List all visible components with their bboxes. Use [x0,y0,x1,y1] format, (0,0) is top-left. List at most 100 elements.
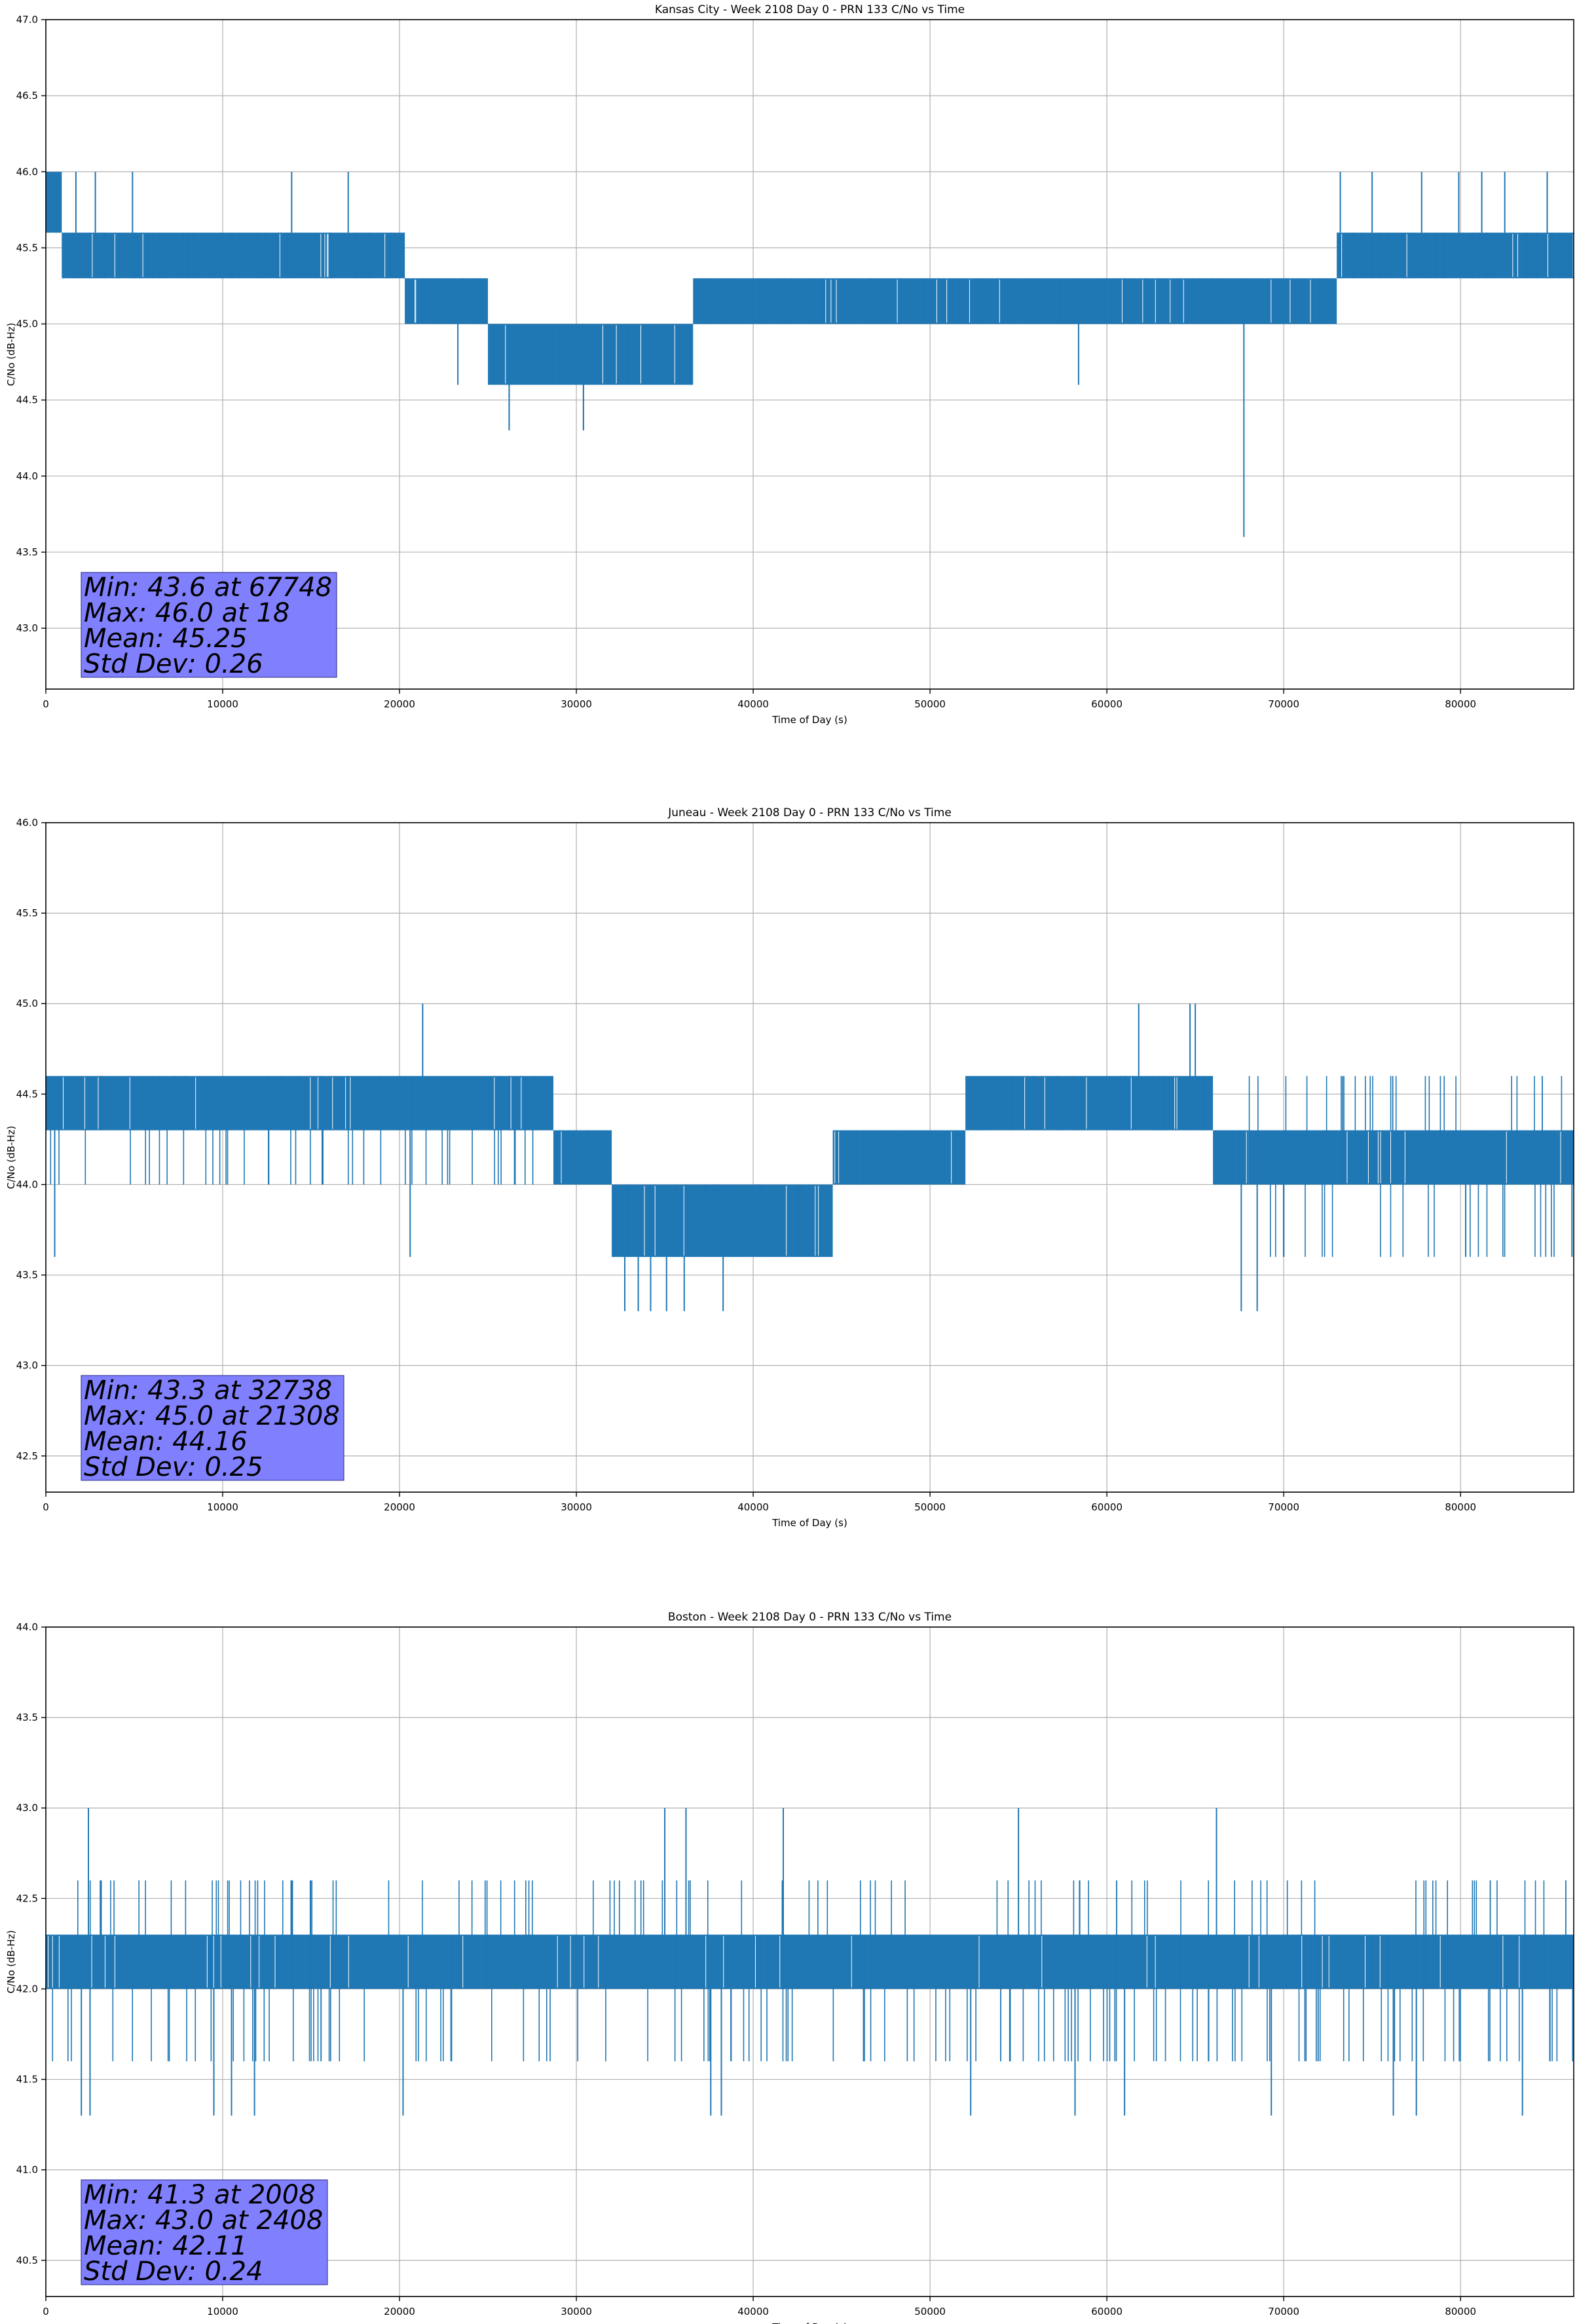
stats-line: Min: 43.6 at 67748 [84,572,332,603]
y-tick-label: 42.5 [16,1892,38,1904]
y-tick-label: 44.5 [16,394,38,406]
x-tick-label: 70000 [1268,2306,1299,2317]
x-tick-label: 30000 [561,698,592,710]
x-tick-label: 0 [43,1501,49,1513]
x-tick-label: 80000 [1445,2306,1476,2317]
stats-line: Mean: 44.16 [84,1427,248,1457]
stats-box [81,572,337,678]
x-tick-label: 0 [43,2306,49,2317]
y-axis-label: C/No (dB-Hz) [5,1126,17,1190]
x-tick-label: 50000 [914,2306,946,2317]
chart-title: Juneau - Week 2108 Day 0 - PRN 133 C/No … [667,806,952,819]
series-band [488,324,694,385]
x-tick-label: 40000 [737,2306,769,2317]
x-tick-label: 70000 [1268,698,1299,710]
series-band [612,1184,833,1257]
x-axis-label: Time of Day (s) [771,1517,847,1529]
y-axis-label: C/No (dB-Hz) [5,1930,17,1994]
x-tick-label: 30000 [561,2306,592,2317]
series-band [405,278,489,324]
x-tick-label: 60000 [1091,698,1122,710]
x-tick-label: 10000 [207,1501,238,1513]
y-tick-label: 40.5 [16,2255,38,2266]
series-band [1248,1130,1574,1185]
y-tick-label: 43.0 [16,1802,38,1814]
x-tick-label: 20000 [384,1501,415,1513]
series-band [832,1130,966,1185]
axes-frame [45,19,1574,690]
x-tick-label: 50000 [914,698,946,710]
stats-line: Std Dev: 0.25 [84,1452,263,1482]
y-tick-label: 43.0 [16,622,38,634]
chart-title: Kansas City - Week 2108 Day 0 - PRN 133 … [655,3,965,16]
x-tick-label: 0 [43,698,49,710]
y-tick-label: 47.0 [16,14,38,26]
x-tick-label: 60000 [1091,1501,1122,1513]
y-tick-label: 45.5 [16,907,38,919]
chart-panel-0: 0 10000 20000 30000 40000 50000 60000 70000 8000… [5,3,1574,726]
x-tick-label: 60000 [1091,2306,1122,2317]
stats-line: Max: 43.0 at 2408 [84,2205,323,2236]
y-tick-label: 42.0 [16,1983,38,1995]
series-line [46,1808,1574,2116]
stats-line: Max: 46.0 at 18 [84,598,289,628]
stats-line: Mean: 45.25 [84,624,248,654]
x-axis-label: Time of Day (s) [771,714,847,726]
stats-line: Min: 41.3 at 2008 [84,2180,316,2210]
y-tick-label: 44.0 [16,470,38,482]
y-tick-label: 43.5 [16,546,38,558]
x-tick-label: 20000 [384,698,415,710]
y-tick-label: 44.5 [16,1088,38,1100]
stats-line: Min: 43.3 at 32738 [84,1376,332,1406]
axes-frame [45,822,1574,1493]
x-tick-label: 50000 [914,1501,946,1513]
series-band [1213,1130,1249,1185]
chart-panel-2: 0 10000 20000 30000 40000 50000 60000 70000 8000… [5,1611,1574,2324]
x-tick-label: 10000 [207,2306,238,2317]
series-line [46,172,1574,537]
stats-line: Max: 45.0 at 21308 [84,1401,340,1431]
y-tick-label: 44.0 [16,1178,38,1190]
y-tick-label: 45.0 [16,998,38,1009]
x-tick-label: 40000 [737,1501,769,1513]
y-tick-label: 46.0 [16,166,38,178]
y-tick-label: 46.0 [16,817,38,829]
series-band [46,1934,1574,1989]
x-tick-label: 80000 [1445,1501,1476,1513]
y-tick-label: 43.0 [16,1360,38,1372]
stats-line: Mean: 42.11 [84,2231,248,2261]
series-band [965,1076,1214,1131]
series-band [1337,233,1574,278]
x-tick-label: 40000 [737,698,769,710]
y-tick-label: 41.5 [16,2074,38,2086]
x-tick-label: 20000 [384,2306,415,2317]
series-line [46,1003,1574,1311]
x-tick-label: 70000 [1268,1501,1299,1513]
y-tick-label: 41.0 [16,2164,38,2176]
stats-line: Std Dev: 0.26 [84,649,263,679]
y-tick-label: 43.5 [16,1712,38,1723]
y-tick-label: 42.5 [16,1450,38,1462]
y-tick-label: 45.5 [16,242,38,253]
stats-box [81,1375,344,1481]
series-band [693,278,1337,324]
stats-line: Std Dev: 0.24 [84,2257,263,2287]
series-band [62,233,161,278]
stats-box [81,2179,328,2285]
y-axis-label: C/No (dB-Hz) [5,323,17,386]
series-band [160,233,405,278]
chart-panel-1: 0 10000 20000 30000 40000 50000 60000 70000 8000… [5,806,1574,1529]
x-tick-label: 80000 [1445,698,1476,710]
x-tick-label: 10000 [207,698,238,710]
y-tick-label: 44.0 [16,1621,38,1633]
axes-frame [45,1626,1574,2297]
y-tick-label: 43.5 [16,1269,38,1281]
x-axis-label: Time of Day (s) [771,2321,847,2324]
chart-title: Boston - Week 2108 Day 0 - PRN 133 C/No … [668,1611,952,1624]
y-tick-label: 46.5 [16,90,38,102]
x-tick-label: 30000 [561,1501,592,1513]
